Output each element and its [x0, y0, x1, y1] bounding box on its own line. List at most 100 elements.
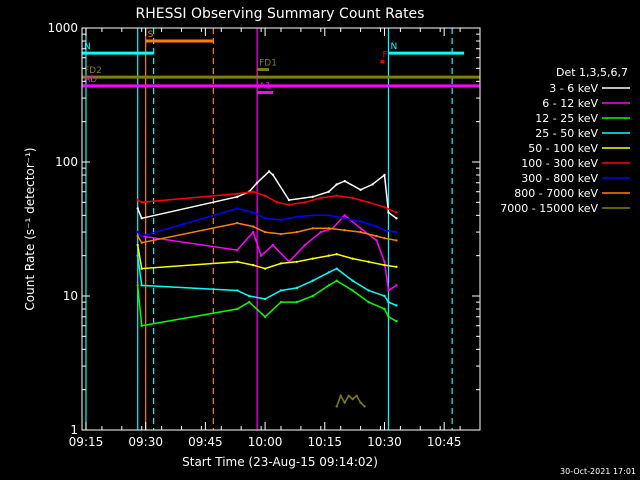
series-point — [395, 265, 398, 269]
series-point — [263, 230, 267, 234]
series-point — [327, 271, 330, 274]
series-point — [395, 211, 398, 214]
series-line — [335, 394, 366, 407]
legend-label: 12 - 25 keV — [535, 112, 598, 125]
series-point — [136, 198, 139, 202]
series-point — [383, 236, 386, 240]
series-point — [383, 260, 386, 263]
series-point — [140, 234, 143, 238]
series-point — [251, 263, 255, 267]
series-point — [295, 260, 299, 263]
series-line — [136, 244, 397, 270]
series-point — [351, 279, 354, 282]
y-tick-label: 10 — [63, 289, 78, 303]
series-line — [137, 222, 397, 244]
series-point — [383, 307, 386, 311]
series-point — [327, 254, 330, 257]
series-point — [319, 230, 322, 234]
series-point — [236, 207, 239, 210]
series-point — [140, 267, 143, 270]
series-point — [375, 239, 378, 242]
series-point — [236, 195, 239, 198]
series-point — [311, 227, 315, 230]
x-axis-label: Start Time (23-Aug-15 09:14:02) — [182, 455, 378, 469]
series-point — [311, 257, 315, 260]
series-point — [136, 230, 139, 234]
series-point — [251, 190, 255, 193]
series-point — [263, 217, 267, 220]
series-point — [371, 183, 374, 186]
series-point — [263, 267, 267, 270]
series-point — [359, 227, 362, 230]
series-point — [251, 230, 255, 234]
series-point — [367, 300, 370, 304]
series-point — [136, 234, 139, 238]
series-point — [311, 279, 315, 282]
series-point — [383, 173, 386, 177]
series-point — [343, 228, 346, 232]
series-point — [287, 198, 291, 202]
legend-title: Det 1,3,5,6,7 — [556, 66, 628, 79]
series-point — [335, 253, 338, 256]
flag-label: N — [390, 42, 397, 52]
series-point — [140, 324, 143, 327]
flag-label: N — [84, 42, 91, 52]
series-point — [387, 315, 390, 318]
legend-label: 3 - 6 keV — [549, 82, 598, 95]
series-point — [279, 289, 283, 292]
legend-label: 25 - 50 keV — [535, 127, 598, 140]
series-point — [251, 211, 255, 214]
series-point — [343, 401, 346, 404]
series-point — [359, 220, 362, 223]
series-point — [327, 227, 330, 230]
series-point — [395, 230, 398, 234]
series-point — [335, 267, 338, 270]
y-tick-label: 100 — [55, 155, 78, 169]
series-point — [343, 217, 346, 220]
series-point — [343, 179, 346, 183]
series-point — [383, 263, 386, 267]
series-line — [137, 214, 397, 292]
series-point — [271, 173, 275, 177]
series-line — [137, 207, 397, 237]
series-point — [351, 257, 354, 260]
series-point — [279, 232, 283, 236]
series-point — [140, 241, 143, 244]
series-point — [303, 243, 307, 247]
series-point — [359, 188, 362, 192]
y-tick-label: 1 — [70, 423, 78, 437]
legend-label: 50 - 100 keV — [528, 142, 598, 155]
series-point — [319, 196, 322, 200]
series-point — [327, 190, 330, 193]
series-point — [395, 319, 398, 323]
x-tick-label: 10:30 — [367, 435, 402, 449]
flag-label: A1 — [259, 82, 271, 92]
x-tick-label: 10:00 — [248, 435, 283, 449]
x-tick-label: 09:15 — [69, 435, 104, 449]
series-point — [383, 228, 386, 232]
series-point — [335, 183, 338, 186]
series-point — [236, 192, 239, 195]
series-point — [236, 221, 239, 225]
legend-label: 100 - 300 keV — [521, 157, 598, 170]
x-tick-label: 10:15 — [307, 435, 342, 449]
series-point — [303, 201, 307, 204]
series-point — [387, 211, 390, 214]
series-point — [387, 289, 390, 292]
vertical-markers — [85, 28, 453, 430]
series-point — [359, 401, 362, 404]
series-point — [395, 284, 398, 287]
legend-label: 800 - 7000 keV — [514, 187, 598, 200]
series-point — [327, 214, 330, 217]
series-point — [395, 239, 398, 242]
series-point — [395, 217, 398, 220]
series-point — [279, 262, 283, 265]
flag-label: AD — [84, 75, 97, 85]
legend: 3 - 6 keV 6 - 12 keV 12 - 25 keV 25 - 50 ke… — [500, 82, 630, 215]
series-point — [287, 203, 291, 206]
series-point — [236, 248, 239, 252]
series-point — [251, 225, 255, 228]
timestamp: 30-Oct-2021 17:01 — [560, 467, 636, 476]
